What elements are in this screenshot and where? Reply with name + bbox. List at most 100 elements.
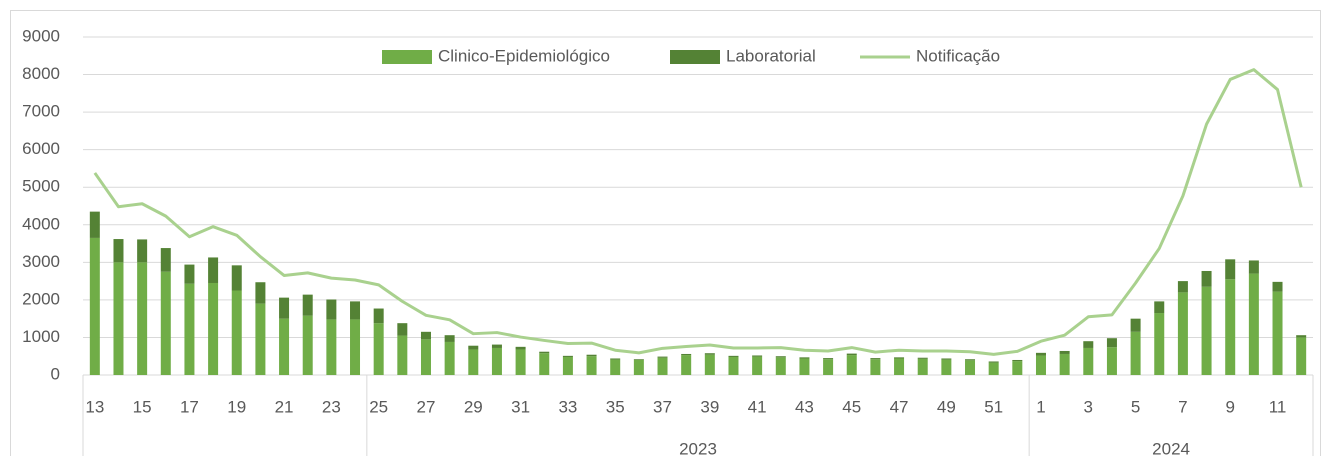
y-tick-label: 5000: [22, 177, 60, 196]
bar: [965, 359, 976, 361]
bar: [208, 257, 219, 283]
bar: [1012, 359, 1023, 362]
x-tick-label: 33: [558, 397, 577, 416]
bar: [1035, 355, 1046, 375]
chart-frame: [10, 10, 1321, 456]
bar: [302, 315, 313, 375]
bar: [113, 262, 124, 375]
bar: [539, 351, 550, 354]
bar: [633, 359, 644, 375]
x-tick-label: 39: [700, 397, 719, 416]
bar: [1225, 279, 1236, 375]
x-tick-label: 11: [1269, 397, 1287, 416]
x-tick-label: 47: [890, 397, 909, 416]
group-label: 2023: [679, 439, 717, 456]
y-tick-label: 0: [51, 364, 60, 383]
bar: [397, 323, 408, 336]
bar: [1083, 347, 1094, 375]
bar: [89, 237, 100, 375]
bar: [255, 303, 266, 375]
bar: [941, 358, 952, 360]
bar: [752, 356, 763, 375]
bar: [160, 248, 171, 272]
bar: [1106, 347, 1117, 375]
x-tick-label: 31: [511, 397, 530, 416]
bar: [562, 356, 573, 375]
bar: [184, 264, 195, 284]
legend-swatch: [670, 50, 720, 64]
bar: [704, 353, 715, 355]
bar: [184, 283, 195, 375]
bar: [1201, 286, 1212, 375]
bar: [1106, 338, 1117, 348]
bar: [160, 271, 171, 375]
bar: [846, 353, 857, 356]
bar: [775, 356, 786, 358]
bar: [1177, 281, 1188, 293]
bar: [1272, 291, 1283, 375]
bar: [586, 354, 597, 357]
bar: [633, 359, 644, 360]
x-tick-label: 15: [133, 397, 152, 416]
bar: [870, 359, 881, 375]
bar: [539, 353, 550, 375]
bar: [350, 301, 361, 320]
bar: [657, 356, 668, 358]
bar: [1130, 331, 1141, 375]
x-tick-label: 7: [1178, 397, 1187, 416]
bar: [279, 318, 290, 375]
bar: [302, 294, 313, 316]
x-tick-label: 49: [937, 397, 956, 416]
bar: [775, 357, 786, 375]
bar: [870, 358, 881, 360]
bar: [728, 355, 739, 357]
bar: [279, 297, 290, 319]
bar: [231, 290, 242, 375]
group-label: 2024: [1152, 439, 1190, 456]
bar: [894, 358, 905, 375]
x-tick-label: 43: [795, 397, 814, 416]
bar: [89, 211, 100, 238]
bar: [752, 355, 763, 357]
bar: [1296, 335, 1307, 338]
x-tick-label: 23: [322, 397, 341, 416]
bar: [681, 353, 692, 356]
bar: [397, 335, 408, 375]
bar: [420, 331, 431, 340]
x-tick-label: 17: [180, 397, 199, 416]
bar: [681, 355, 692, 375]
bar: [326, 319, 337, 375]
y-tick-label: 8000: [22, 64, 60, 83]
bar: [1248, 260, 1259, 274]
x-tick-label: 51: [984, 397, 1003, 416]
bar: [917, 358, 928, 375]
legend-label: Clinico-Epidemiológico: [438, 46, 610, 65]
bar: [137, 262, 148, 375]
bar: [1201, 270, 1212, 287]
bar: [586, 356, 597, 375]
bar: [468, 345, 479, 350]
bar: [988, 362, 999, 375]
bar: [373, 308, 384, 324]
x-tick-label: 1: [1036, 397, 1045, 416]
bar: [1035, 352, 1046, 356]
bar: [846, 355, 857, 375]
x-tick-label: 25: [369, 397, 388, 416]
bar: [326, 299, 337, 320]
bar: [657, 357, 668, 375]
x-tick-label: 37: [653, 397, 672, 416]
bar: [420, 339, 431, 375]
bar: [208, 282, 219, 375]
line: [93, 68, 1303, 356]
x-tick-label: 9: [1225, 397, 1234, 416]
bar: [231, 265, 242, 291]
bar: [1059, 353, 1070, 375]
x-tick-label: 35: [606, 397, 625, 416]
bar: [823, 358, 834, 360]
y-tick-label: 3000: [22, 252, 60, 271]
x-tick-label: 41: [748, 397, 767, 416]
bar: [515, 346, 526, 350]
bar: [562, 355, 573, 357]
bar: [1154, 313, 1165, 375]
